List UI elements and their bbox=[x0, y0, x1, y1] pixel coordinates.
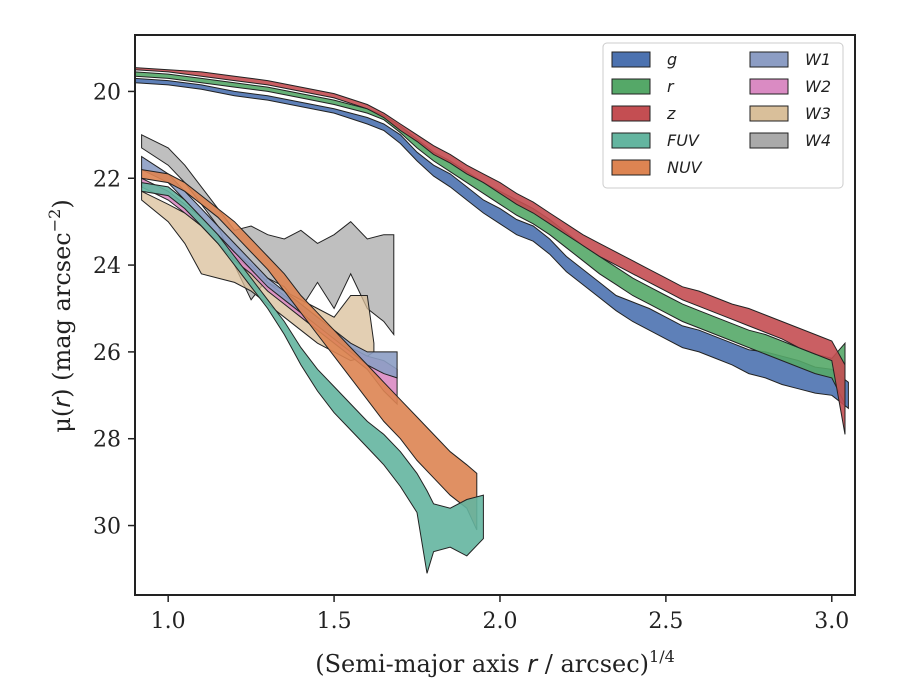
legend: grz FUV NUV W1 W2 W3 W4 bbox=[602, 42, 844, 189]
y-tick-label: 30 bbox=[93, 515, 121, 540]
x-tick-label: 1.0 bbox=[151, 609, 186, 634]
legend-swatch-W1 bbox=[749, 51, 789, 68]
x-tick-label: 3.0 bbox=[814, 609, 849, 634]
legend-swatch-NUV bbox=[611, 159, 651, 176]
x-tick-label: 2.5 bbox=[648, 609, 683, 634]
legend-label-z: z bbox=[666, 104, 676, 123]
band-FUV bbox=[141, 182, 484, 574]
legend-swatch-g bbox=[611, 51, 651, 68]
y-tick-label: 22 bbox=[93, 167, 121, 192]
y-tick-label: 24 bbox=[93, 254, 121, 279]
ticks-layer: 1.0 1.5 2.0 2.5 3.0 20 22 24 26 28 30 bbox=[93, 80, 849, 634]
y-tick-label: 28 bbox=[93, 428, 121, 453]
x-axis-label: (Semi-major axis r / arcsec)1/4 bbox=[315, 647, 675, 678]
y-tick-label: 20 bbox=[93, 80, 121, 105]
bands-layer bbox=[135, 67, 849, 574]
legend-swatch-W3 bbox=[749, 105, 789, 122]
legend-swatch-r bbox=[611, 78, 651, 95]
legend-label-NUV: NUV bbox=[667, 158, 703, 177]
legend-label-W2: W2 bbox=[805, 77, 831, 96]
legend-label-W3: W3 bbox=[805, 104, 831, 123]
plot-frame bbox=[134, 34, 856, 596]
y-tick-label: 26 bbox=[93, 341, 121, 366]
band-z bbox=[135, 67, 846, 435]
band-g bbox=[135, 77, 849, 410]
legend-swatch-W2 bbox=[749, 78, 789, 95]
x-tick-label: 2.0 bbox=[482, 609, 517, 634]
legend-swatch-W4 bbox=[749, 132, 789, 149]
x-tick-label: 1.5 bbox=[317, 609, 352, 634]
legend-swatch-z bbox=[611, 105, 651, 122]
legend-label-W4: W4 bbox=[805, 131, 831, 150]
legend-label-g: g bbox=[667, 50, 677, 69]
y-axis-label: μ(r) (mag arcsec−2) bbox=[45, 199, 76, 432]
legend-label-r: r bbox=[667, 77, 675, 96]
legend-swatch-FUV bbox=[611, 132, 651, 149]
legend-label-FUV: FUV bbox=[667, 131, 700, 150]
legend-label-W1: W1 bbox=[805, 50, 831, 69]
